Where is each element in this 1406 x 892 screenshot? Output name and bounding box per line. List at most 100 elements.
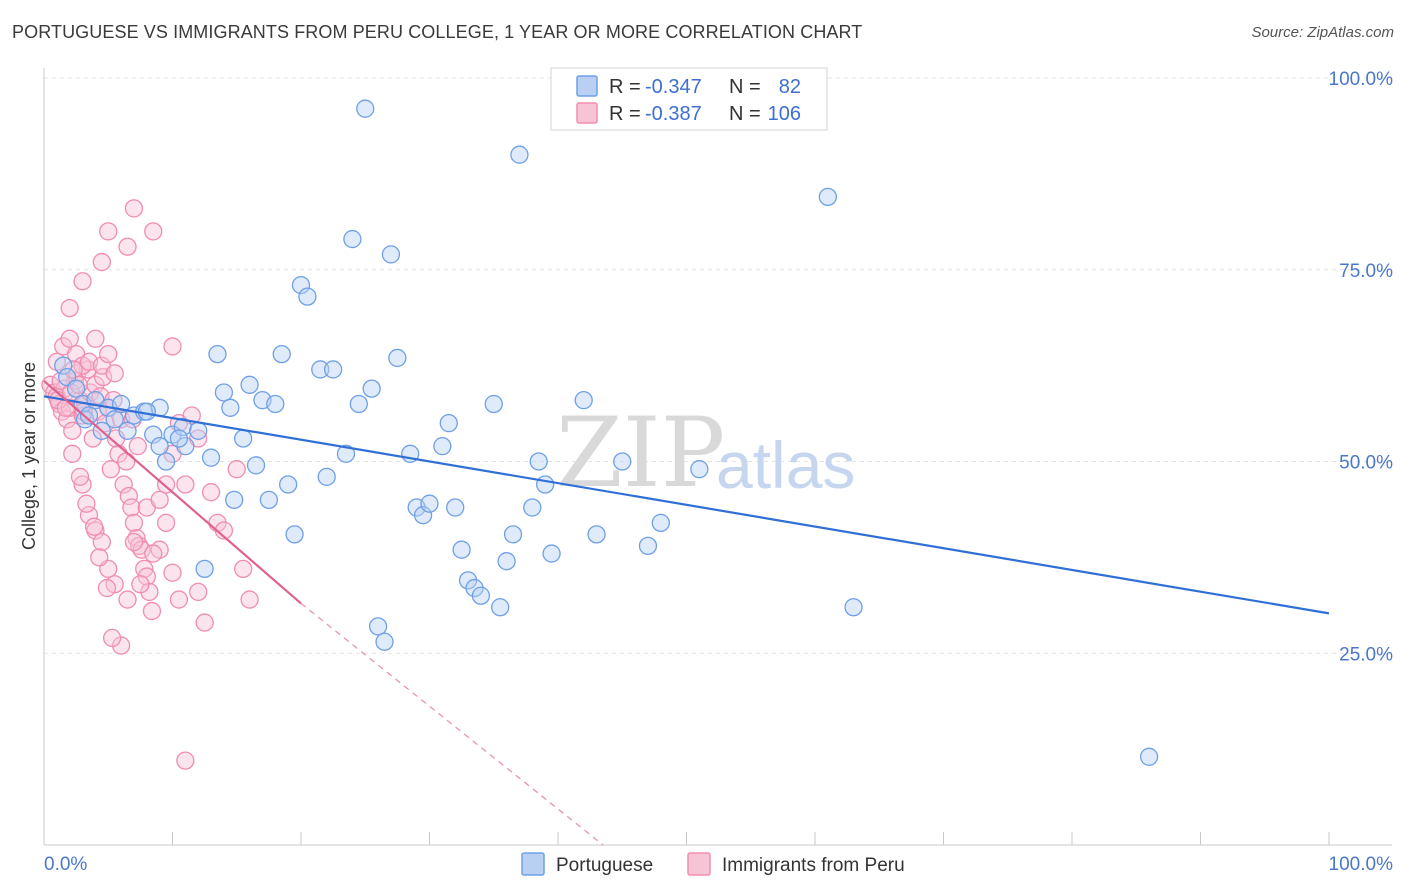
point-peru-92 bbox=[77, 494, 96, 513]
legend-r-label-2: R = bbox=[609, 103, 641, 125]
point-portuguese-29 bbox=[259, 490, 279, 510]
watermark-atlas: atlas bbox=[716, 428, 855, 502]
point-portuguese-9 bbox=[118, 421, 137, 440]
x-ticks bbox=[43, 832, 1330, 845]
point-peru-83 bbox=[144, 544, 163, 563]
point-peru-96 bbox=[102, 628, 122, 648]
point-peru-35 bbox=[132, 540, 151, 559]
point-portuguese-30 bbox=[266, 394, 285, 414]
point-portuguese-20 bbox=[201, 448, 221, 467]
point-portuguese-77 bbox=[79, 406, 99, 425]
point-portuguese-53 bbox=[439, 413, 458, 433]
point-portuguese-47 bbox=[388, 348, 407, 368]
bottom-legend-swatch-peru bbox=[687, 852, 711, 876]
trend-line-0 bbox=[43, 395, 1330, 615]
point-portuguese-14 bbox=[156, 452, 176, 471]
point-portuguese-40 bbox=[343, 229, 362, 249]
point-portuguese-76 bbox=[1139, 747, 1159, 766]
point-peru-29 bbox=[117, 452, 136, 471]
point-portuguese-73 bbox=[690, 460, 709, 479]
point-portuguese-0 bbox=[54, 356, 73, 375]
bottom-legend-label-peru: Immigrants from Peru bbox=[722, 855, 905, 876]
point-portuguese-63 bbox=[510, 145, 529, 164]
point-peru-31 bbox=[122, 498, 141, 517]
point-peru-30 bbox=[119, 486, 138, 506]
point-portuguese-23 bbox=[221, 398, 240, 417]
point-peru-94 bbox=[90, 548, 109, 567]
y-tick-labels: 25.0% 50.0% 75.0% 100.0% bbox=[1329, 69, 1394, 665]
point-portuguese-31 bbox=[272, 344, 291, 364]
point-portuguese-44 bbox=[368, 617, 388, 636]
source-label: Source: ZipAtlas.com bbox=[1251, 24, 1394, 41]
legend-r-value-2: -0.387 bbox=[645, 103, 702, 125]
point-portuguese-58 bbox=[471, 586, 491, 605]
trend-line-dashed-1 bbox=[300, 602, 604, 846]
point-peru-79 bbox=[118, 590, 137, 609]
point-portuguese-54 bbox=[446, 498, 465, 517]
point-portuguese-8 bbox=[105, 410, 124, 429]
point-portuguese-38 bbox=[323, 360, 343, 379]
point-portuguese-33 bbox=[285, 525, 304, 544]
point-peru-56 bbox=[144, 222, 163, 241]
point-portuguese-41 bbox=[349, 394, 368, 414]
point-peru-48 bbox=[99, 344, 118, 364]
trend-line-1 bbox=[43, 380, 302, 605]
legend-swatch-peru bbox=[576, 102, 598, 124]
y-tick-label-0: 25.0% bbox=[1339, 644, 1393, 665]
point-portuguese-74 bbox=[818, 187, 837, 207]
legend-n-label-1: N = bbox=[729, 76, 761, 98]
point-portuguese-75 bbox=[844, 598, 863, 617]
point-peru-70 bbox=[163, 563, 182, 582]
point-peru-46 bbox=[86, 329, 105, 348]
point-portuguese-18 bbox=[189, 421, 208, 440]
point-portuguese-42 bbox=[356, 99, 375, 118]
point-portuguese-43 bbox=[362, 379, 381, 398]
point-peru-52 bbox=[92, 252, 111, 272]
watermark-zip: ZIP bbox=[556, 397, 725, 509]
point-peru-23 bbox=[101, 460, 120, 479]
point-peru-55 bbox=[124, 199, 144, 218]
point-peru-90 bbox=[63, 444, 82, 463]
y-axis-label: College, 1 year or more bbox=[19, 362, 39, 550]
point-portuguese-21 bbox=[208, 344, 227, 364]
point-portuguese-72 bbox=[651, 513, 670, 533]
point-peru-54 bbox=[118, 237, 137, 256]
point-portuguese-81 bbox=[169, 429, 189, 448]
point-portuguese-19 bbox=[195, 559, 214, 579]
point-portuguese-12 bbox=[144, 425, 163, 444]
point-portuguese-62 bbox=[503, 525, 523, 544]
point-portuguese-64 bbox=[523, 498, 542, 517]
point-peru-95 bbox=[97, 578, 117, 598]
point-portuguese-50 bbox=[413, 506, 433, 525]
point-portuguese-70 bbox=[613, 452, 632, 471]
point-portuguese-32 bbox=[278, 475, 298, 494]
point-peru-66 bbox=[240, 590, 259, 609]
point-peru-57 bbox=[163, 337, 182, 356]
point-peru-81 bbox=[131, 575, 150, 594]
legend-swatch-portuguese bbox=[576, 75, 598, 97]
legend-n-value-2: 106 bbox=[768, 103, 801, 125]
point-peru-85 bbox=[156, 475, 176, 494]
point-portuguese-60 bbox=[491, 598, 510, 617]
point-peru-61 bbox=[201, 483, 221, 502]
point-peru-8 bbox=[63, 421, 82, 440]
gridlines bbox=[44, 77, 1392, 654]
point-peru-84 bbox=[150, 490, 169, 510]
point-peru-59 bbox=[189, 582, 208, 602]
point-peru-51 bbox=[73, 272, 92, 291]
point-peru-93 bbox=[84, 517, 104, 536]
point-peru-42 bbox=[60, 329, 79, 348]
point-portuguese-69 bbox=[587, 525, 606, 544]
point-portuguese-45 bbox=[375, 632, 394, 651]
point-portuguese-26 bbox=[240, 375, 259, 394]
point-portuguese-51 bbox=[420, 494, 439, 513]
point-peru-80 bbox=[124, 532, 144, 552]
chart-title: PORTUGUESE VS IMMIGRANTS FROM PERU COLLE… bbox=[12, 22, 863, 42]
point-peru-71 bbox=[169, 590, 189, 609]
point-portuguese-39 bbox=[336, 444, 356, 463]
point-portuguese-34 bbox=[291, 275, 311, 295]
point-portuguese-13 bbox=[150, 437, 169, 456]
point-portuguese-35 bbox=[298, 287, 317, 306]
point-portuguese-25 bbox=[234, 429, 253, 448]
